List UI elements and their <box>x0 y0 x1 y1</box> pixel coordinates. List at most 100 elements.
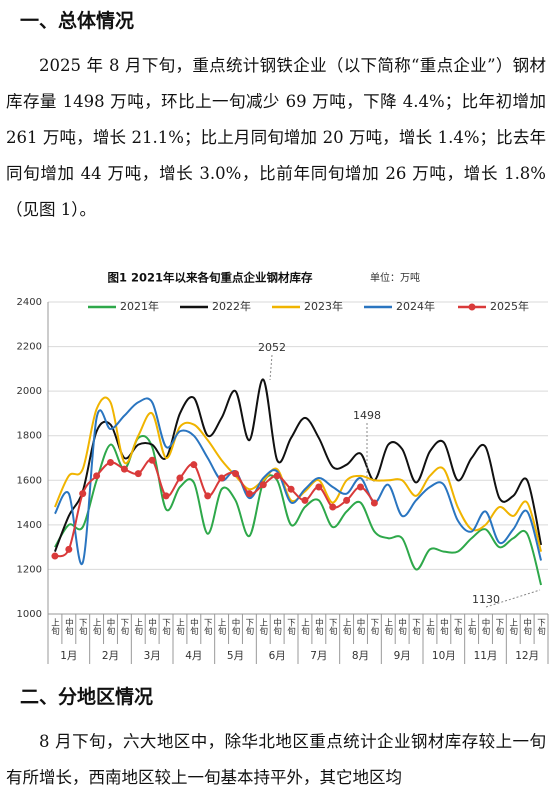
x-tick-label: 中旬 <box>272 617 282 636</box>
data-point <box>65 545 73 553</box>
y-tick-label: 2000 <box>17 386 42 397</box>
x-tick-label: 下旬 <box>452 618 462 636</box>
x-tick-label: 下旬 <box>161 618 171 636</box>
x-tick-label: 中旬 <box>147 617 157 636</box>
month-label: 1月 <box>60 650 77 662</box>
data-point <box>176 474 184 482</box>
data-point <box>245 490 253 498</box>
data-point <box>190 461 198 469</box>
chart: 图1 2021年以来各旬重点企业钢材库存 单位：万吨 1000 1200 1400 1… <box>17 271 549 664</box>
month-label: 5月 <box>227 650 244 662</box>
month-label: 7月 <box>310 650 327 662</box>
data-point <box>301 496 309 504</box>
x-tick-label: 上旬 <box>508 618 518 636</box>
x-tick-label: 上旬 <box>216 618 226 636</box>
x-tick-label: 中旬 <box>397 617 407 636</box>
month-label: 11月 <box>474 650 498 662</box>
data-point <box>107 458 114 466</box>
month-label: 8月 <box>352 650 369 662</box>
x-tick-label: 下旬 <box>77 618 87 636</box>
x-tick-label: 上旬 <box>91 618 101 636</box>
data-point <box>218 474 226 482</box>
x-tick-label: 中旬 <box>480 617 490 636</box>
month-label: 4月 <box>185 650 202 662</box>
x-tick-label: 下旬 <box>244 618 254 636</box>
heading: 二、分地区情况 <box>20 686 154 708</box>
annotation: 1498 <box>353 409 381 422</box>
series-line <box>54 396 543 552</box>
leader-line <box>269 354 273 381</box>
data-point <box>162 492 170 500</box>
y-tick-label: 1000 <box>17 609 42 620</box>
x-tick-label: 下旬 <box>202 618 212 636</box>
x-tick-label: 上旬 <box>466 618 476 636</box>
data-point <box>273 472 281 480</box>
data-point <box>79 490 87 498</box>
x-tick-label: 下旬 <box>327 618 337 636</box>
x-tick-label: 中旬 <box>355 617 365 636</box>
x-tick-label: 中旬 <box>63 617 73 636</box>
x-tick-label: 中旬 <box>105 617 115 636</box>
data-point <box>357 483 364 491</box>
data-point <box>259 481 267 489</box>
month-label: 3月 <box>144 650 161 662</box>
paragraph: 8 月下旬，六大地区中，除华北地区重点统计企业钢材库存较上一旬有所增长，西南地区… <box>6 732 546 787</box>
x-tick-label: 下旬 <box>411 618 421 636</box>
x-tick-label: 下旬 <box>494 618 504 636</box>
x-tick-label: 上旬 <box>133 618 143 636</box>
y-tick-label: 1400 <box>17 520 42 531</box>
x-tick-label: 中旬 <box>438 617 448 636</box>
y-tick-label: 1200 <box>17 564 42 575</box>
month-label: 9月 <box>394 650 411 662</box>
series-line <box>54 458 376 558</box>
data-point <box>93 472 101 480</box>
legend-label: 2021年 <box>120 299 159 313</box>
y-tick-label: 2200 <box>17 342 42 353</box>
month-label: 12月 <box>515 650 539 662</box>
leader-line <box>485 589 541 608</box>
month-label: 2月 <box>102 650 119 662</box>
series-line <box>54 397 543 566</box>
x-tick-label: 下旬 <box>119 618 129 636</box>
x-tick-label: 上旬 <box>383 618 393 636</box>
legend-label: 2025年 <box>490 299 529 313</box>
x-tick-label: 中旬 <box>522 617 532 636</box>
x-tick-label: 上旬 <box>174 618 184 636</box>
x-tick-label: 上旬 <box>258 618 268 636</box>
x-tick-label: 上旬 <box>424 618 434 636</box>
y-tick-label: 2400 <box>17 297 42 308</box>
annotation: 2052 <box>258 341 286 354</box>
y-tick-label: 1800 <box>17 431 42 442</box>
paragraph: 2025 年 8 月下旬，重点统计钢铁企业（以下简称“重点企业”）钢材库存量 1… <box>6 56 546 219</box>
data-point <box>343 496 351 504</box>
data-point <box>287 485 295 493</box>
legend-label: 2024年 <box>396 299 435 313</box>
data-point <box>370 499 378 507</box>
data-point <box>329 503 337 511</box>
x-tick-label: 上旬 <box>299 618 309 636</box>
annotation: 1130 <box>472 593 500 606</box>
x-tick-label: 中旬 <box>313 617 323 636</box>
data-point <box>204 492 212 500</box>
month-label: 6月 <box>269 650 286 662</box>
x-tick-label: 上旬 <box>341 618 351 636</box>
x-tick-label: 上旬 <box>49 618 59 636</box>
data-point <box>120 465 128 473</box>
series-line <box>54 378 543 552</box>
data-point <box>315 483 323 491</box>
legend-marker <box>468 303 476 311</box>
x-tick-label: 下旬 <box>536 618 546 636</box>
heading: 一、总体情况 <box>20 10 135 32</box>
x-tick-label: 下旬 <box>286 618 296 636</box>
x-tick-label: 中旬 <box>188 617 198 636</box>
chart-title: 图1 2021年以来各旬重点企业钢材库存 <box>107 271 313 285</box>
data-point <box>148 456 156 464</box>
data-point <box>51 552 59 560</box>
legend-label: 2022年 <box>212 299 251 313</box>
legend-label: 2023年 <box>304 299 343 313</box>
x-tick-label: 下旬 <box>369 618 379 636</box>
month-label: 10月 <box>432 650 456 662</box>
data-point <box>134 470 142 478</box>
chart-unit: 单位：万吨 <box>370 271 420 284</box>
